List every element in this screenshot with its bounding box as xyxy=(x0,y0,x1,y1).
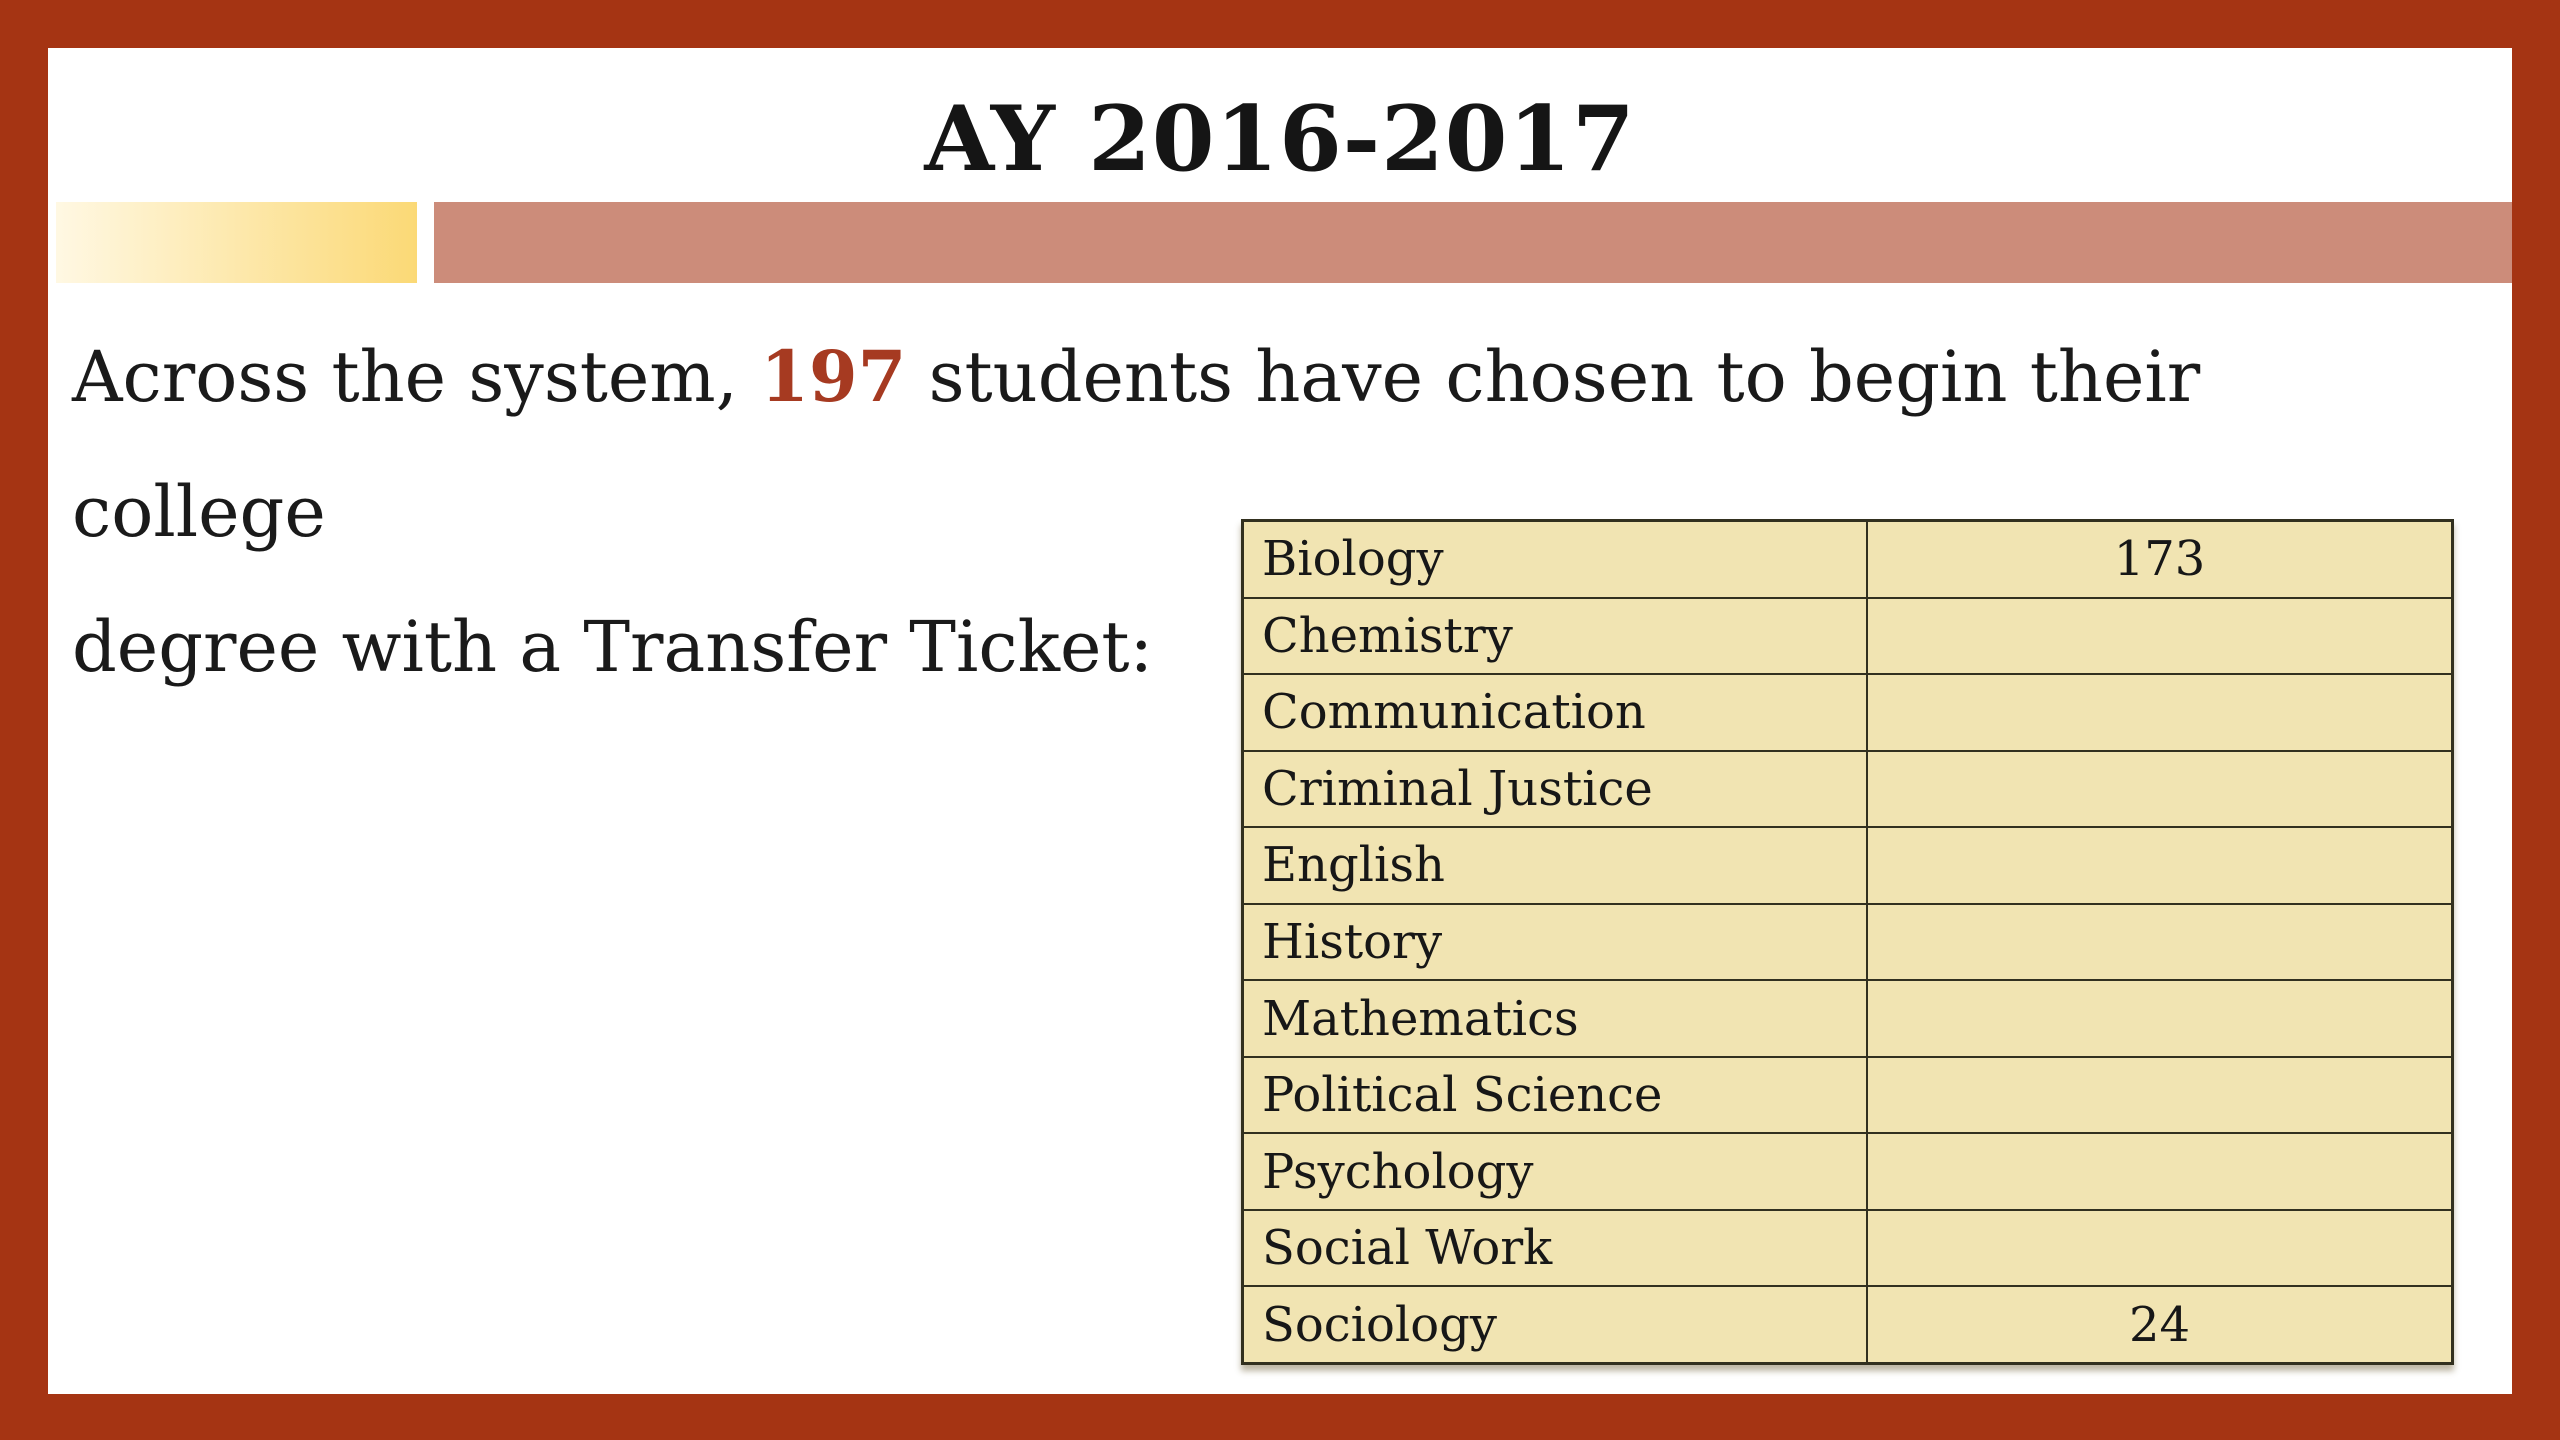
table-row: Communication xyxy=(1241,673,2454,752)
table-row: Social Work xyxy=(1241,1208,2454,1288)
major-label-cell: Criminal Justice xyxy=(1241,749,1868,829)
major-label-cell: Political Science xyxy=(1241,1055,1868,1135)
intro-paragraph: Across the system, 197 students have cho… xyxy=(72,309,2432,715)
table-row: Chemistry xyxy=(1241,596,2454,676)
major-value-cell xyxy=(1866,902,2454,982)
major-label-cell: Communication xyxy=(1241,673,1868,752)
intro-text-after-line1: students have chosen to begin their coll… xyxy=(72,336,2201,553)
table-row: English xyxy=(1241,826,2454,905)
table-row: Psychology xyxy=(1241,1132,2454,1211)
gold-gradient-bar xyxy=(56,202,417,283)
major-value-cell xyxy=(1866,1132,2454,1211)
major-value-cell xyxy=(1866,596,2454,676)
major-label-cell: English xyxy=(1241,826,1868,905)
major-value-cell: 24 xyxy=(1866,1285,2454,1365)
major-value-cell xyxy=(1866,1208,2454,1288)
table-row: Criminal Justice xyxy=(1241,749,2454,829)
major-label-cell: Sociology xyxy=(1241,1285,1868,1365)
major-label-cell: Mathematics xyxy=(1241,979,1868,1058)
page-title: AY 2016-2017 xyxy=(924,86,1636,192)
intro-text-before: Across the system, xyxy=(72,336,761,418)
major-value-cell xyxy=(1866,1055,2454,1135)
salmon-bar xyxy=(434,202,2512,283)
major-label-cell: Biology xyxy=(1241,519,1868,599)
major-label-cell: History xyxy=(1241,902,1868,982)
major-value-cell: 173 xyxy=(1866,519,2454,599)
table-row: History xyxy=(1241,902,2454,982)
table-row: Biology 173 xyxy=(1241,519,2454,599)
major-value-cell xyxy=(1866,979,2454,1058)
intro-text-line2: degree with a Transfer Ticket: xyxy=(72,606,1154,688)
slide-content-area: AY 2016-2017 Across the system, 197 stud… xyxy=(48,48,2512,1394)
major-label-cell: Psychology xyxy=(1241,1132,1868,1211)
major-value-cell xyxy=(1866,673,2454,752)
major-label-cell: Chemistry xyxy=(1241,596,1868,676)
table-row: Sociology 24 xyxy=(1241,1285,2454,1365)
decorative-bar xyxy=(48,202,2512,283)
major-value-cell xyxy=(1866,826,2454,905)
majors-table: Biology 173 Chemistry Communication Criminal… xyxy=(1241,519,2454,1365)
major-label-cell: Social Work xyxy=(1241,1208,1868,1288)
table-row: Mathematics xyxy=(1241,979,2454,1058)
table-row: Political Science xyxy=(1241,1055,2454,1135)
major-value-cell xyxy=(1866,749,2454,829)
student-count: 197 xyxy=(760,335,907,418)
majors-table-body: Biology 173 Chemistry Communication Criminal… xyxy=(1241,519,2454,1365)
